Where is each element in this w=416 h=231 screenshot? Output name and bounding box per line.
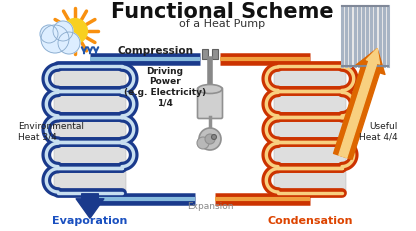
Bar xyxy=(202,50,208,60)
Circle shape xyxy=(211,135,216,140)
Circle shape xyxy=(58,33,80,55)
Text: Condensation: Condensation xyxy=(267,215,353,225)
FancyArrowPatch shape xyxy=(334,49,385,160)
FancyArrowPatch shape xyxy=(339,49,379,158)
Circle shape xyxy=(62,19,87,44)
Text: Driving
Power
(e.g. Electricity)
1/4: Driving Power (e.g. Electricity) 1/4 xyxy=(124,67,206,107)
Text: Compression: Compression xyxy=(117,46,193,56)
FancyBboxPatch shape xyxy=(274,65,346,194)
Circle shape xyxy=(205,134,215,144)
Circle shape xyxy=(41,26,69,54)
Text: Functional Scheme: Functional Scheme xyxy=(111,2,333,22)
Text: Useful
Heat 4/4: Useful Heat 4/4 xyxy=(359,122,398,141)
Circle shape xyxy=(53,22,73,42)
FancyBboxPatch shape xyxy=(198,88,223,119)
Text: Environmental
Heat 3/4: Environmental Heat 3/4 xyxy=(18,122,84,141)
Circle shape xyxy=(199,128,221,150)
Text: of a Heat Pump: of a Heat Pump xyxy=(179,19,265,29)
Circle shape xyxy=(40,26,58,44)
Circle shape xyxy=(197,137,209,149)
Bar xyxy=(342,7,388,67)
Text: Expansion: Expansion xyxy=(187,201,233,210)
Text: Evaporation: Evaporation xyxy=(52,215,128,225)
FancyArrowPatch shape xyxy=(76,194,104,218)
FancyBboxPatch shape xyxy=(54,65,126,194)
Ellipse shape xyxy=(198,85,222,94)
Bar xyxy=(212,50,218,60)
